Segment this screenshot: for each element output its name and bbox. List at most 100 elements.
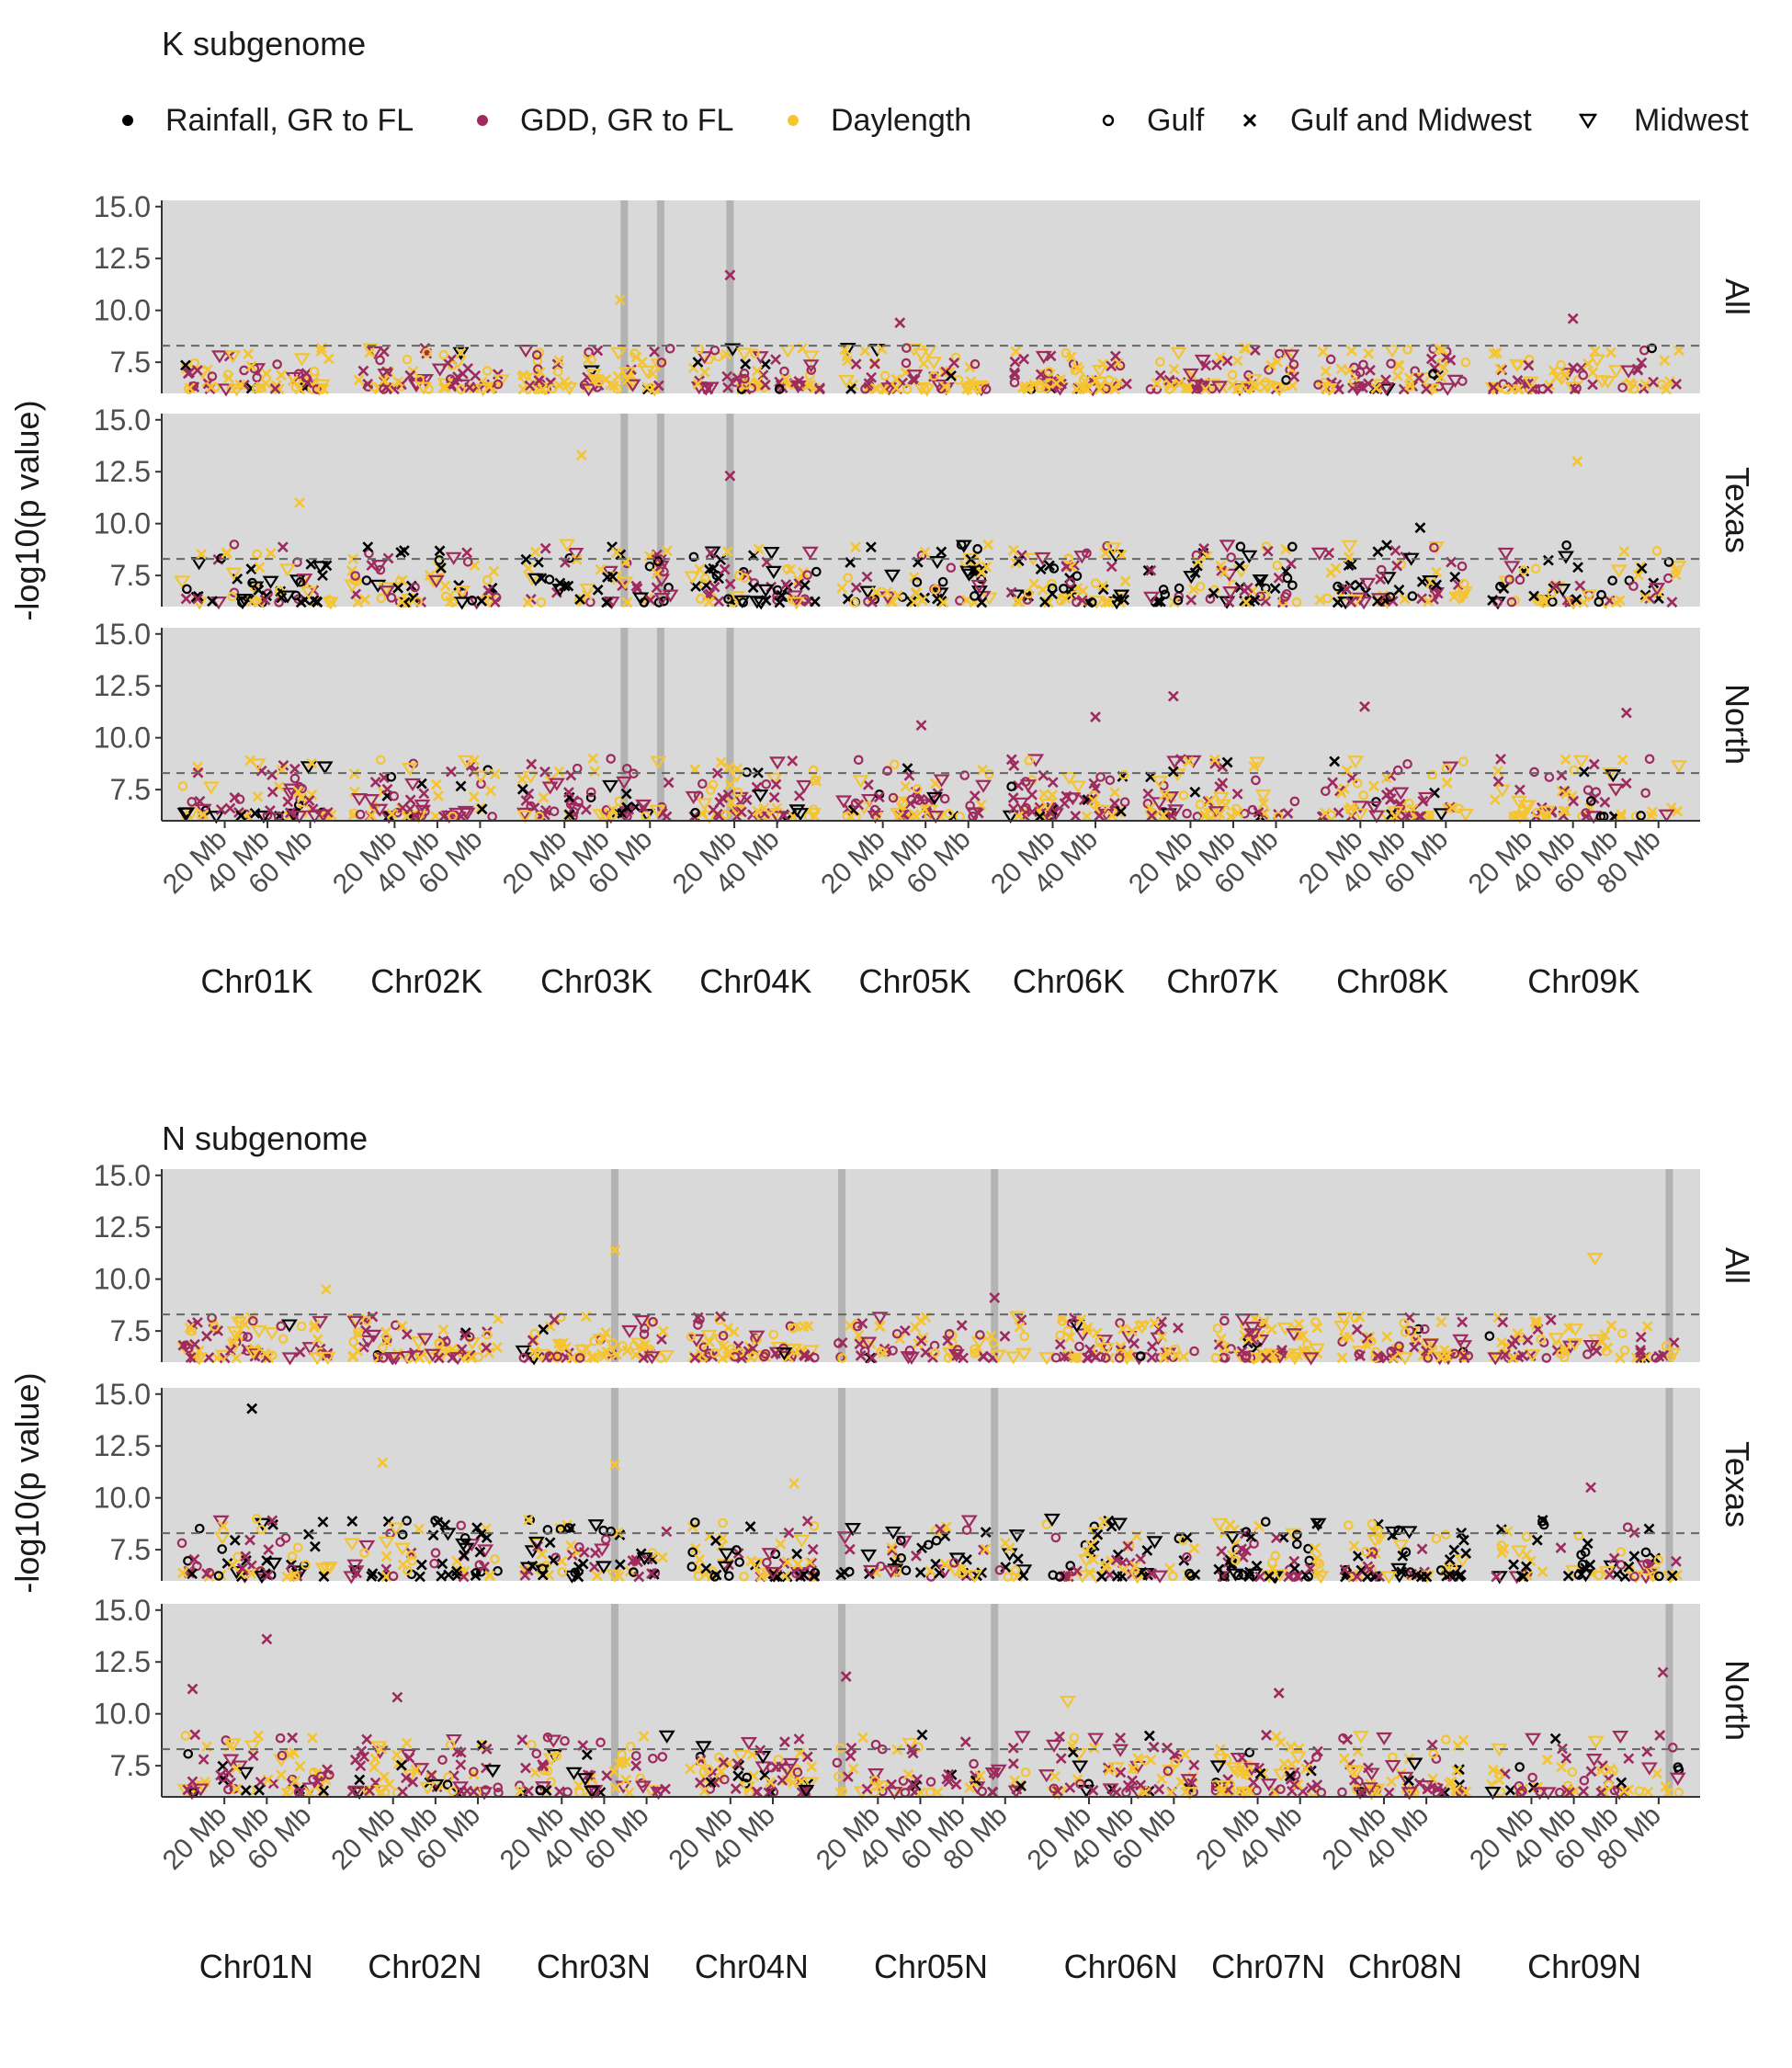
data-point (1165, 1787, 1177, 1799)
data-point (1208, 587, 1219, 599)
data-point (544, 1321, 556, 1333)
data-point (1415, 372, 1433, 386)
data-point (401, 1772, 412, 1784)
data-point (1484, 1787, 1502, 1801)
data-point (845, 1523, 862, 1537)
data-point (837, 1353, 847, 1363)
data-point (1264, 1570, 1276, 1582)
data-point (1075, 1778, 1085, 1790)
legend-rainfall: Rainfall, GR to FL (122, 103, 414, 138)
data-point (1571, 594, 1582, 606)
data-point (474, 1546, 486, 1558)
data-point (799, 1349, 811, 1361)
data-point (886, 1541, 898, 1553)
data-point (589, 766, 601, 778)
data-point (1317, 346, 1329, 358)
data-point (690, 1517, 700, 1528)
data-point (1457, 1734, 1469, 1746)
data-point (1522, 376, 1539, 390)
data-point (1157, 810, 1169, 822)
data-point (455, 780, 467, 792)
data-point (799, 579, 811, 591)
data-point (402, 1328, 413, 1340)
data-point (600, 1534, 611, 1545)
data-point (573, 797, 584, 807)
data-point (1236, 1752, 1248, 1764)
data-point (1109, 798, 1120, 809)
data-point (464, 1332, 475, 1342)
data-point (1344, 365, 1355, 377)
data-point (810, 1567, 821, 1578)
data-point (1106, 1520, 1117, 1532)
data-point (559, 539, 576, 552)
data-point (1070, 780, 1087, 794)
data-point (1458, 1350, 1469, 1362)
data-point (898, 1776, 909, 1786)
data-point (899, 1324, 911, 1336)
data-point (1043, 1513, 1060, 1528)
data-point (1311, 1552, 1322, 1564)
data-point (446, 766, 457, 778)
data-point (370, 560, 388, 574)
data-point (1005, 586, 1017, 598)
data-point (937, 597, 949, 608)
data-point (1158, 1352, 1170, 1364)
data-point (1258, 798, 1269, 810)
data-point (1013, 810, 1025, 822)
data-point (358, 1540, 376, 1553)
data-point (969, 790, 981, 801)
data-point (1393, 1525, 1404, 1536)
data-point (247, 1750, 259, 1762)
data-point (1143, 1730, 1155, 1742)
data-point (401, 1737, 413, 1749)
data-point (618, 367, 636, 381)
legend-gulf-midwest-label: Gulf and Midwest (1290, 103, 1532, 138)
data-point (644, 561, 655, 572)
data-point (1425, 353, 1437, 365)
data-point (425, 1769, 437, 1781)
data-point (798, 567, 809, 578)
data-point (392, 582, 404, 594)
y-tick-label: 15.0 (94, 1159, 151, 1192)
data-point (888, 1346, 898, 1356)
data-point (1109, 350, 1121, 362)
data-point (292, 1542, 303, 1552)
data-point (893, 811, 905, 823)
data-point (1448, 1544, 1460, 1556)
data-point (1365, 364, 1376, 376)
data-point (879, 370, 890, 381)
data-point (902, 384, 913, 394)
data-point (994, 1564, 1005, 1575)
data-point (1249, 756, 1266, 770)
data-point (1435, 1786, 1447, 1798)
data-point (687, 1547, 698, 1558)
data-point (178, 807, 196, 821)
data-point (1088, 1742, 1100, 1754)
data-point (1664, 376, 1675, 388)
data-point (526, 801, 537, 812)
data-point (490, 1554, 500, 1564)
data-point (1640, 1547, 1651, 1558)
data-point (1596, 1335, 1608, 1347)
chromosome-label: Chr05N (874, 1948, 988, 1985)
data-point (373, 1352, 383, 1363)
data-point (1149, 1317, 1161, 1329)
data-point (1135, 1351, 1146, 1361)
data-point (1373, 1526, 1383, 1536)
notable-point (294, 497, 305, 509)
data-point (1000, 1562, 1012, 1573)
data-point (718, 1548, 735, 1562)
data-point (978, 1351, 990, 1362)
data-point (609, 1782, 621, 1794)
data-point (561, 1342, 572, 1354)
data-point (1607, 575, 1617, 586)
data-point (1261, 1729, 1272, 1741)
data-point (1183, 571, 1200, 585)
data-point (1047, 583, 1058, 594)
data-point (874, 1321, 886, 1333)
data-point (739, 1781, 756, 1795)
notable-point (575, 449, 587, 461)
data-point (1426, 1344, 1438, 1356)
